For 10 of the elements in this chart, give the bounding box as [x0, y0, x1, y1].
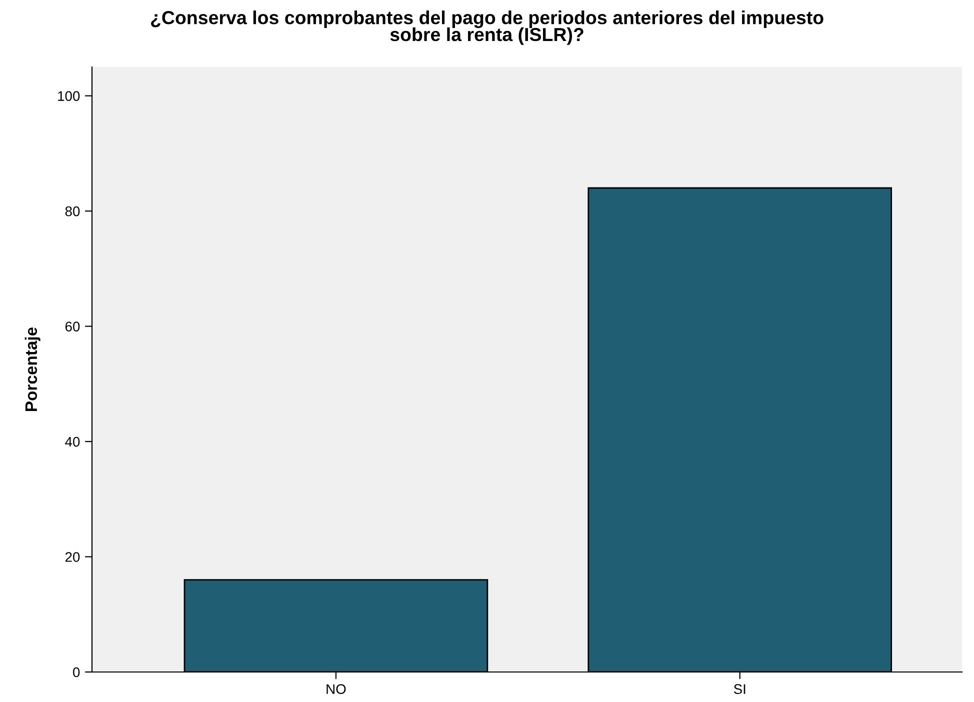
y-axis-title: Porcentaje [24, 327, 40, 411]
y-tick-label: 40 [65, 436, 80, 447]
y-tick-label: 0 [73, 667, 80, 678]
y-tick-label: 20 [65, 552, 80, 562]
y-tick-label: 80 [65, 206, 80, 216]
x-tick-label: NO [326, 684, 346, 694]
chart-title: ¿Conserva los comprobantes del pago de periodos anteriores del impuesto sobre la renta (ISLR)? [151, 10, 824, 45]
y-tick-label: 100 [58, 91, 80, 101]
x-tick-label: SI [734, 684, 746, 694]
y-tick-label: 60 [65, 322, 80, 332]
